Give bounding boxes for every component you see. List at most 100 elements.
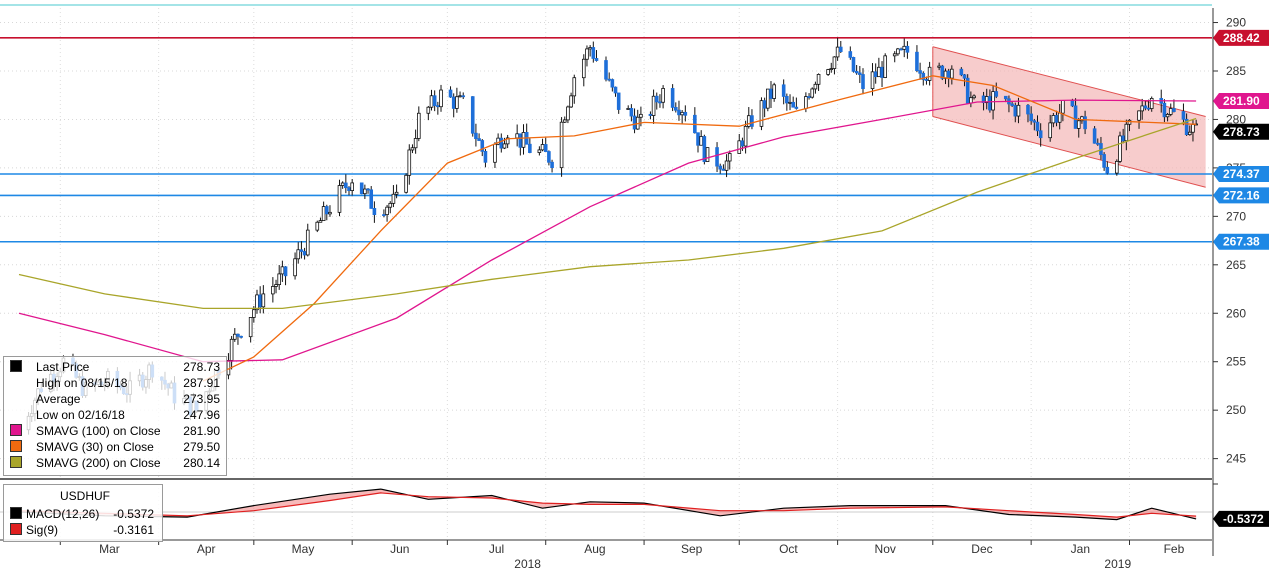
macd-series-line	[18, 488, 1197, 521]
x-month-label: May	[292, 542, 315, 556]
candle-body	[1124, 123, 1129, 142]
candle-body	[474, 132, 478, 140]
candle-body	[318, 220, 323, 223]
candle-body	[369, 189, 374, 209]
candle-body	[1187, 131, 1192, 136]
candle-body	[483, 150, 488, 163]
candle-body	[680, 111, 684, 116]
candle-body	[417, 112, 421, 139]
candle-body	[1010, 103, 1014, 106]
candle-body	[328, 211, 332, 215]
candle-body	[413, 138, 418, 149]
candle-body	[848, 51, 853, 58]
candle-body	[1143, 105, 1148, 109]
legend-row: SMAVG (30) on Close 279.50	[10, 439, 224, 455]
candle-body	[740, 140, 745, 147]
candle-body	[816, 74, 821, 85]
x-month-label: Mar	[99, 542, 120, 556]
legend-value: 287.91	[183, 376, 220, 390]
signal-swatch	[10, 523, 22, 535]
candle-body	[366, 188, 370, 191]
x-month-label: Jan	[1071, 542, 1090, 556]
x-month-label: Jul	[489, 542, 504, 556]
legend-label: SMAVG (100) on Close	[36, 424, 161, 438]
candle-body	[610, 79, 615, 88]
candle-body	[1026, 104, 1030, 115]
level-price-tag: 288.42	[1223, 31, 1260, 45]
channel-upper-line	[932, 46, 1206, 118]
y-tick-label: 250	[1226, 403, 1246, 417]
candle-body	[432, 95, 437, 107]
legend-label: Low on 02/16/18	[36, 408, 125, 422]
candle-body	[674, 106, 678, 111]
candle-body	[696, 132, 700, 146]
legend-label: Last Price	[36, 360, 90, 374]
candle-body	[499, 137, 504, 149]
candle-body	[648, 113, 653, 116]
candle-body	[788, 101, 792, 104]
candle-body	[654, 95, 659, 103]
level-price-tag-box	[1213, 166, 1269, 183]
candle-body	[988, 96, 992, 111]
level-price-tag: 274.37	[1223, 167, 1260, 181]
candle-body	[480, 140, 485, 152]
legend-row: SMAVG (100) on Close 281.90	[10, 423, 224, 439]
candle-body	[340, 182, 345, 186]
legend-row: Low on 02/16/18 247.96	[10, 407, 224, 423]
price-tag: 278.73	[1223, 125, 1260, 139]
candle-body	[762, 100, 767, 109]
candle-body	[572, 77, 577, 97]
x-month-label: Apr	[197, 542, 216, 556]
y-tick-label: 290	[1226, 16, 1246, 30]
candle-body	[283, 266, 288, 277]
candle-body	[940, 65, 945, 79]
candle-body	[359, 182, 364, 195]
candle-body	[1083, 116, 1087, 130]
candle-body	[1137, 110, 1141, 121]
price-legend: Last Price 278.73 High on 08/15/18 287.91 Av…	[3, 356, 227, 476]
candle-body	[946, 70, 951, 79]
candle-body	[705, 147, 710, 162]
candle-body	[715, 147, 719, 167]
candle-body	[293, 258, 297, 277]
candle-body	[436, 105, 440, 108]
legend-swatch	[10, 440, 22, 452]
x-month-label: Feb	[1164, 542, 1185, 556]
candle-body	[1140, 105, 1144, 112]
x-month-label: Aug	[584, 542, 605, 556]
signal-legend-row: Sig(9) -0.3161	[10, 522, 160, 538]
macd-series-line	[18, 492, 1197, 518]
candle-body	[1146, 107, 1151, 110]
level-price-tag: 267.38	[1223, 235, 1260, 249]
candle-body	[232, 333, 237, 340]
candle-body	[559, 121, 564, 169]
candle-body	[305, 229, 310, 256]
x-year-label: 2018	[514, 557, 541, 571]
x-month-label: Nov	[875, 542, 896, 556]
candle-body	[229, 338, 234, 361]
candle-body	[1095, 142, 1100, 145]
candle-body	[750, 115, 754, 127]
candle-body	[927, 66, 932, 81]
y-tick-label: 245	[1226, 452, 1246, 466]
candle-body	[1172, 108, 1176, 112]
candle-body	[724, 160, 729, 171]
candle-body	[591, 47, 596, 59]
moving-average-line	[18, 117, 1197, 310]
candle-body	[429, 95, 434, 108]
candle-body	[892, 53, 897, 57]
candle-body	[727, 153, 732, 162]
candle-body	[594, 58, 599, 61]
candle-body	[807, 96, 811, 98]
candle-body	[299, 249, 304, 252]
candle-body	[1165, 113, 1170, 118]
candle-body	[835, 46, 840, 58]
legend-value: 247.96	[183, 408, 220, 422]
legend-swatch	[10, 456, 22, 468]
candle-body	[1029, 113, 1033, 122]
candle-body	[962, 74, 967, 79]
candle-body	[883, 55, 888, 78]
macd-series-name: MACD(12,26)	[26, 507, 100, 521]
candle-body	[258, 294, 262, 308]
